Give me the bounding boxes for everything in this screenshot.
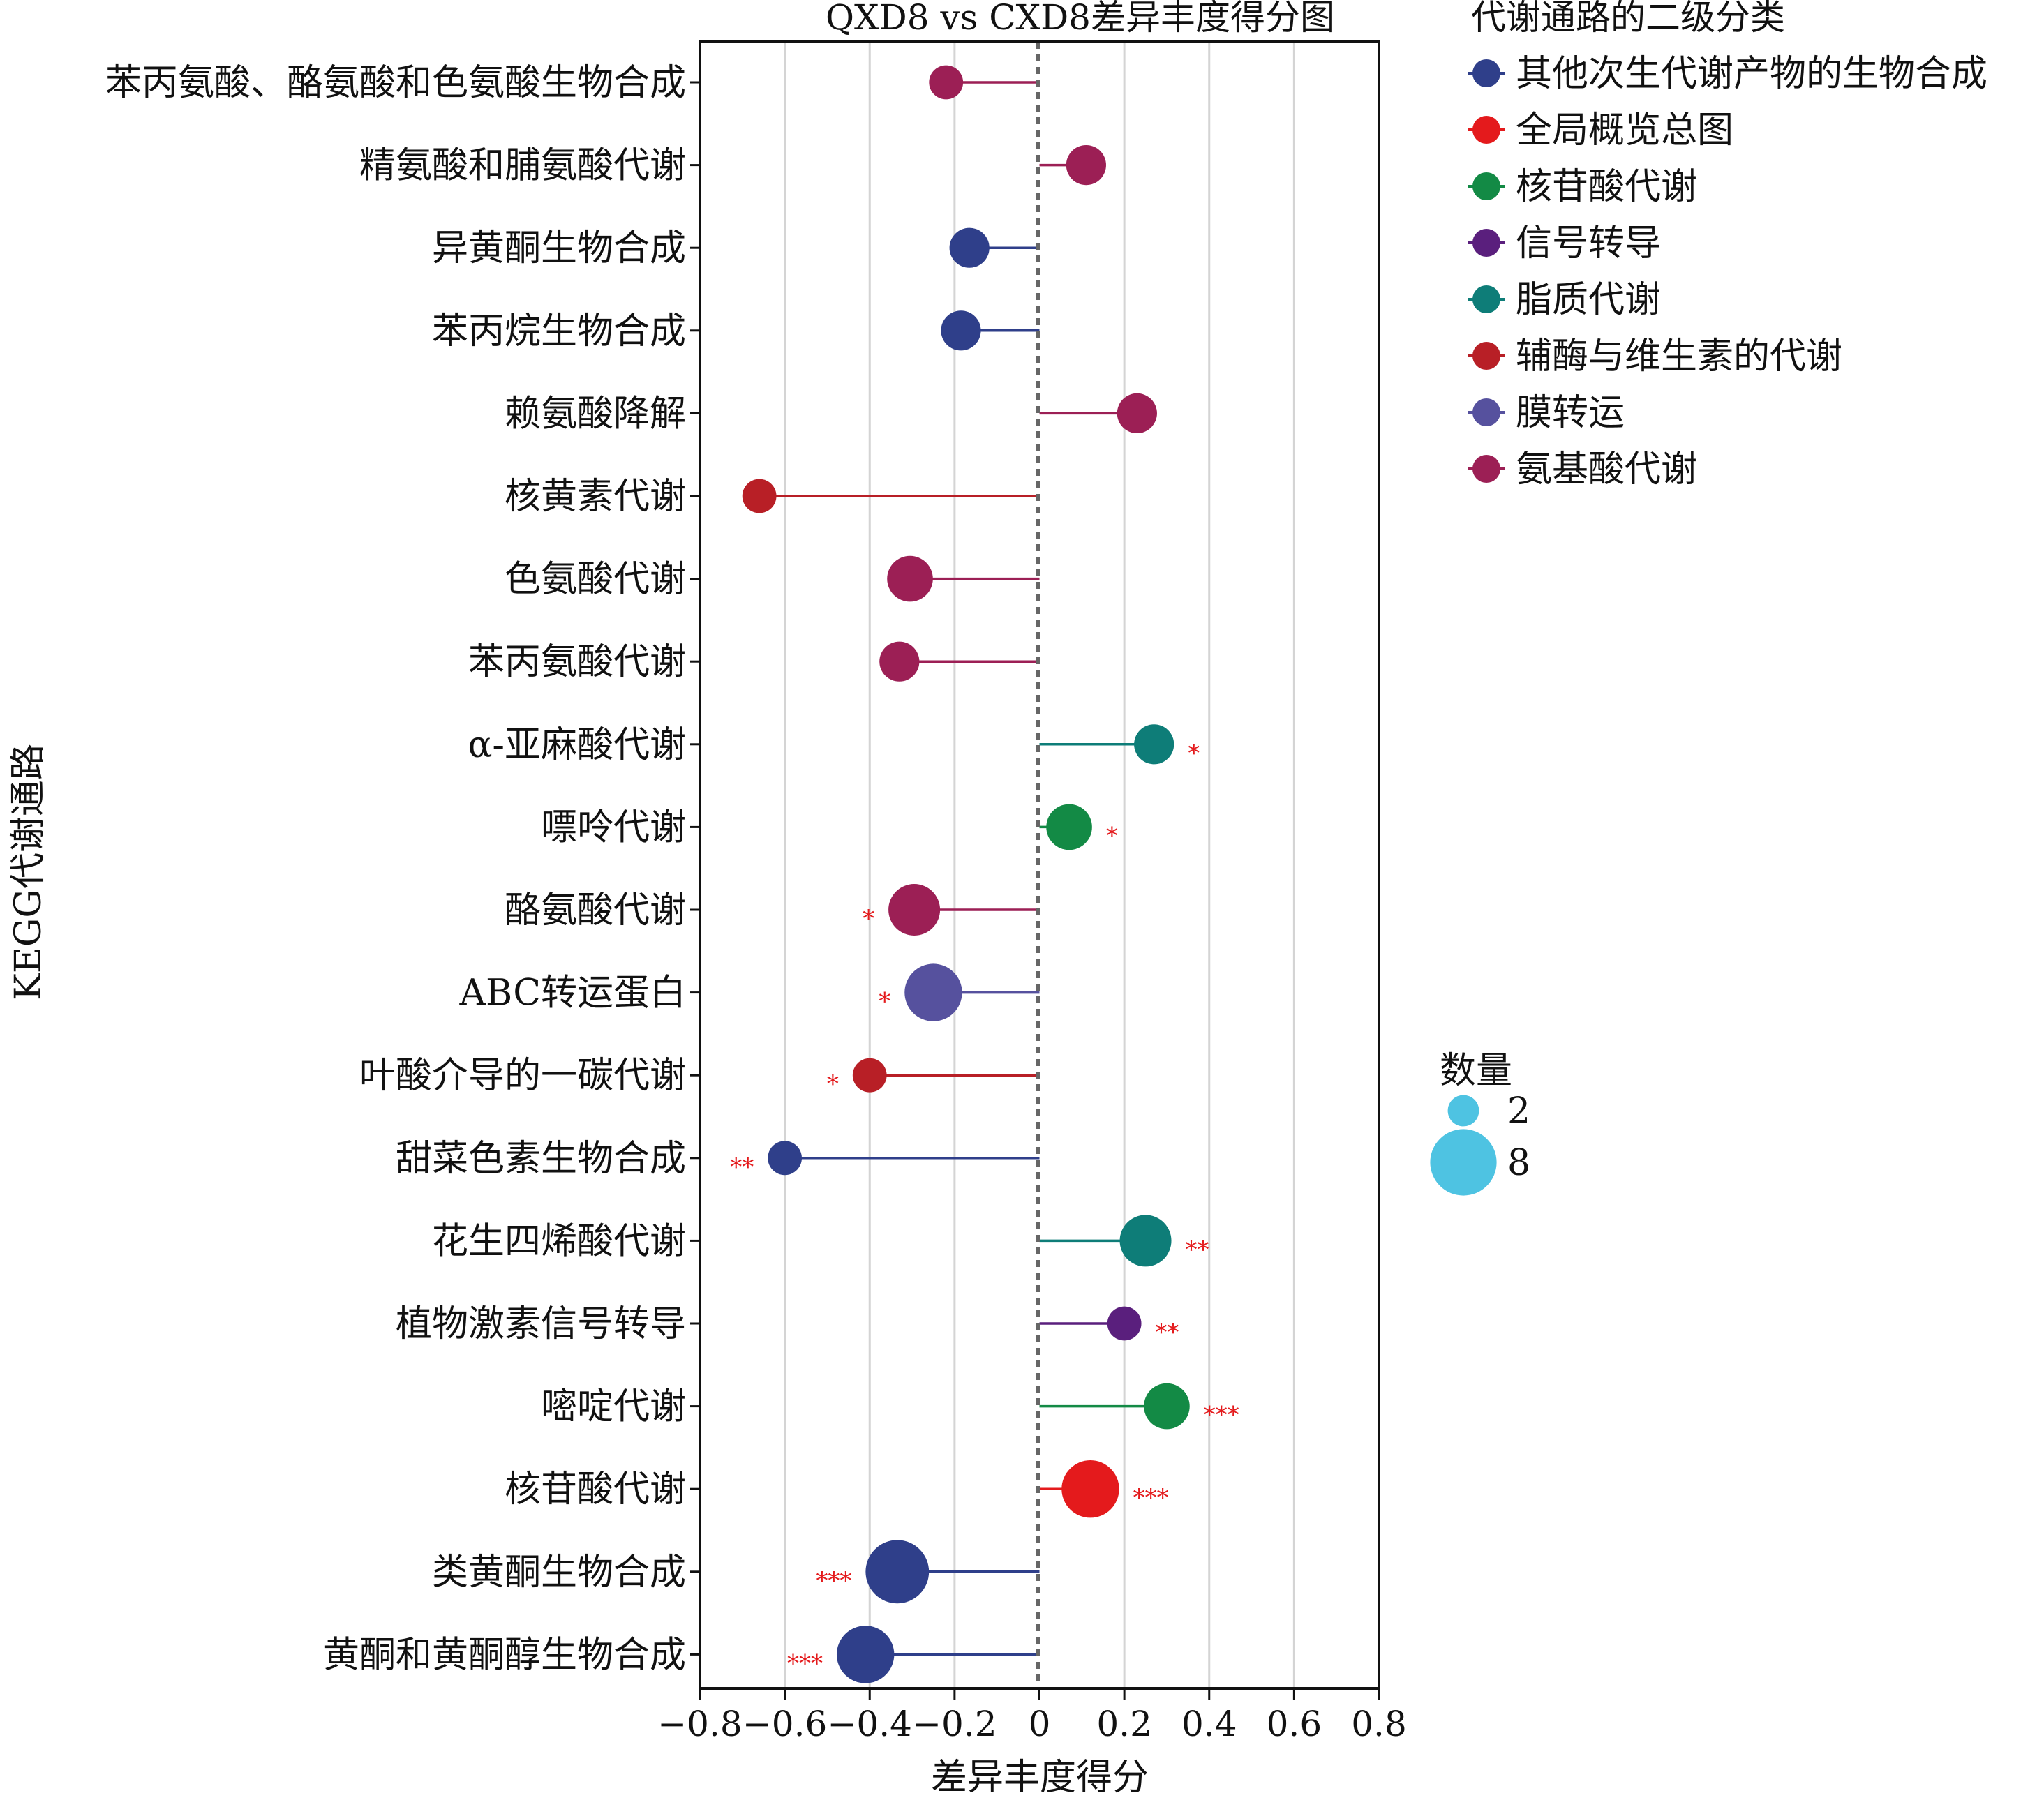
lollipop-point — [865, 1540, 930, 1604]
legend-key-dot — [1472, 342, 1500, 370]
x-axis-label: 差异丰度得分 — [931, 1757, 1149, 1799]
lollipop-point — [904, 963, 962, 1021]
legend-label: 膜转运 — [1516, 392, 1625, 434]
y-tick-label: 嘌呤代谢 — [541, 807, 686, 848]
size-legend-label: 2 — [1507, 1090, 1530, 1132]
y-tick-label: 苯丙氨酸代谢 — [468, 641, 686, 683]
lollipop-point — [1119, 1215, 1172, 1267]
lollipop-point — [1144, 1383, 1190, 1430]
lollipop-points — [742, 65, 1190, 1683]
y-tick-labels: 苯丙氨酸、酪氨酸和色氨酸生物合成精氨酸和脯氨酸代谢异黄酮生物合成苯丙烷生物合成赖… — [105, 62, 700, 1676]
category-legend: 代谢通路的二级分类 其他次生代谢产物的生物合成全局概览总图核苷酸代谢信号转导脂质… — [1468, 0, 1987, 490]
y-axis-label: KEGG代谢通路 — [8, 744, 50, 1000]
y-tick-label: 酪氨酸代谢 — [505, 890, 686, 931]
y-tick-label: 色氨酸代谢 — [505, 559, 686, 601]
lollipop-point — [1066, 145, 1106, 186]
x-tick-label: −0.2 — [912, 1704, 997, 1744]
lollipop-point — [742, 479, 777, 513]
significance-mark: * — [863, 905, 874, 933]
legend-key-dot — [1472, 455, 1500, 483]
lollipop-point — [1117, 393, 1157, 434]
lollipop-point — [1107, 1306, 1142, 1341]
size-legend-dot — [1430, 1129, 1497, 1196]
significance-mark: * — [1188, 740, 1200, 767]
chart-title: QXD8 vs CXD8差异丰度得分图 — [826, 0, 1335, 38]
size-legend: 数量 2 8 — [1430, 1050, 1530, 1196]
lollipop-point — [888, 884, 941, 936]
legend-label: 全局概览总图 — [1516, 110, 1733, 151]
lollipop-point — [836, 1626, 895, 1683]
y-tick-label: 核苷酸代谢 — [505, 1469, 686, 1510]
x-tick-label: 0.6 — [1267, 1704, 1322, 1744]
y-tick-label: 植物激素信号转导 — [396, 1303, 686, 1345]
legend-label: 信号转导 — [1516, 223, 1661, 264]
x-tick-label: 0.8 — [1351, 1704, 1407, 1744]
x-tick-label: 0.4 — [1181, 1704, 1237, 1744]
x-ticks: −0.8 −0.6 −0.4 −0.2 0 0.2 0.4 0.6 0.8 — [657, 1688, 1407, 1744]
legend-label: 核苷酸代谢 — [1516, 166, 1697, 208]
y-tick-label: 异黄酮生物合成 — [432, 227, 686, 269]
size-legend-label: 8 — [1507, 1142, 1530, 1184]
y-tick-label: 嘧啶代谢 — [541, 1386, 686, 1428]
lollipop-point — [852, 1058, 887, 1093]
size-legend-dot — [1447, 1095, 1479, 1127]
significance-mark: *** — [816, 1567, 851, 1595]
significance-mark: *** — [1133, 1484, 1169, 1512]
significance-mark: ** — [730, 1153, 754, 1181]
size-legend-title: 数量 — [1440, 1050, 1512, 1092]
y-tick-label: 花生四烯酸代谢 — [432, 1220, 686, 1262]
legend-label: 其他次生代谢产物的生物合成 — [1516, 53, 1987, 95]
legend-key-dot — [1472, 116, 1500, 144]
legend-label: 脂质代谢 — [1516, 279, 1661, 321]
y-tick-label: 核黄素代谢 — [505, 476, 686, 518]
y-tick-label: 苯丙氨酸、酪氨酸和色氨酸生物合成 — [105, 62, 686, 104]
x-tick-label: −0.6 — [743, 1704, 827, 1744]
significance-mark: *** — [1204, 1402, 1239, 1430]
significance-mark: * — [827, 1070, 839, 1098]
y-tick-label: 苯丙烷生物合成 — [432, 310, 686, 352]
y-tick-label: ABC转运蛋白 — [458, 973, 686, 1014]
legend-label: 氨基酸代谢 — [1516, 449, 1697, 490]
y-tick-label: 赖氨酸降解 — [505, 393, 686, 435]
significance-mark: *** — [787, 1649, 823, 1677]
legend-label: 辅酶与维生素的代谢 — [1516, 336, 1842, 377]
lollipop-point — [887, 555, 933, 602]
significance-mark: * — [1106, 822, 1118, 850]
x-tick-label: 0.2 — [1096, 1704, 1152, 1744]
y-tick-label: 甜菜色素生物合成 — [396, 1138, 686, 1180]
legend-key-dot — [1472, 59, 1500, 87]
category-legend-title: 代谢通路的二级分类 — [1471, 0, 1785, 38]
lollipop-point — [879, 641, 920, 682]
legend-key-dot — [1472, 285, 1500, 313]
lollipop-point — [1134, 724, 1174, 765]
x-tick-label: 0 — [1029, 1704, 1051, 1744]
lollipop-point — [768, 1141, 803, 1176]
y-tick-label: 叶酸介导的一碳代谢 — [359, 1055, 686, 1097]
significance-mark: ** — [1156, 1319, 1179, 1347]
y-tick-label: 黄酮和黄酮醇生物合成 — [323, 1634, 686, 1676]
y-tick-label: 精氨酸和脯氨酸代谢 — [359, 145, 686, 187]
legend-key-dot — [1472, 229, 1500, 257]
y-tick-label: α-亚麻酸代谢 — [468, 724, 686, 766]
lollipop-point — [929, 65, 964, 100]
significance-mark: ** — [1186, 1236, 1209, 1263]
lollipop-point — [941, 310, 981, 351]
x-tick-label: −0.8 — [657, 1704, 742, 1744]
significance-mark: * — [879, 988, 890, 1016]
lollipop-point — [949, 227, 990, 268]
significance-marks: *********************** — [730, 740, 1239, 1678]
legend-key-dot — [1472, 172, 1500, 200]
legend-key-dot — [1472, 398, 1500, 426]
lollipop-point — [1061, 1460, 1119, 1518]
lollipop-point — [1046, 804, 1092, 850]
x-tick-label: −0.4 — [828, 1704, 912, 1744]
y-tick-label: 类黄酮生物合成 — [432, 1552, 686, 1593]
